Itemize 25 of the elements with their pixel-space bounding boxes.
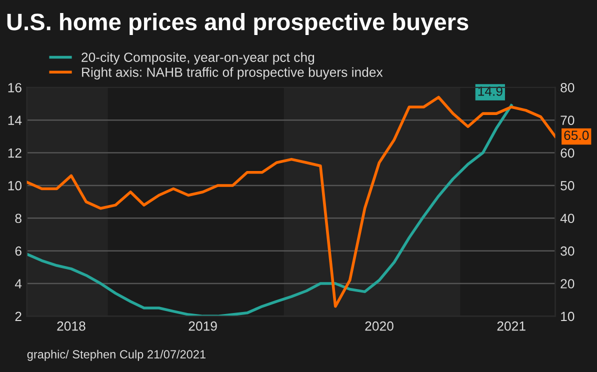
- y2-tick-label: 40: [560, 214, 574, 224]
- y2-tick-label: 10: [561, 312, 574, 322]
- y2-tick-label: 80: [560, 82, 574, 92]
- y-tick-label: 14: [8, 116, 22, 125]
- x-tick-label: 2021: [497, 321, 526, 331]
- data-label: 65.0: [564, 130, 589, 140]
- y2-tick-label: 70: [560, 116, 574, 126]
- y-tick-label: 8: [15, 214, 22, 224]
- legend-label: Right axis: NAHB traffic of prospective buyers index: [82, 67, 383, 80]
- x-tick-label: 2020: [365, 321, 394, 331]
- text: graphic/ Stephen Culp 21/07/2021: [27, 350, 206, 361]
- chart-title: U.S. home prices and prospective buyers: [7, 13, 468, 36]
- y-tick-label: 12: [8, 148, 22, 158]
- legend-label: 20-city Composite, year-on-year pct chg: [82, 52, 314, 65]
- y-tick-label: 10: [8, 181, 22, 190]
- y-tick-label: 16: [8, 82, 22, 92]
- x-tick-label: 2018: [57, 321, 86, 331]
- y2-tick-label: 60: [560, 148, 574, 158]
- y2-tick-label: 30: [560, 246, 574, 256]
- x-tick-label: 2019: [188, 321, 217, 331]
- y-tick-label: 6: [15, 246, 22, 256]
- y-tick-label: 2: [15, 312, 22, 321]
- y-tick-label: 4: [14, 279, 22, 288]
- y2-tick-label: 50: [560, 181, 574, 190]
- y2-tick-label: 20: [560, 279, 574, 288]
